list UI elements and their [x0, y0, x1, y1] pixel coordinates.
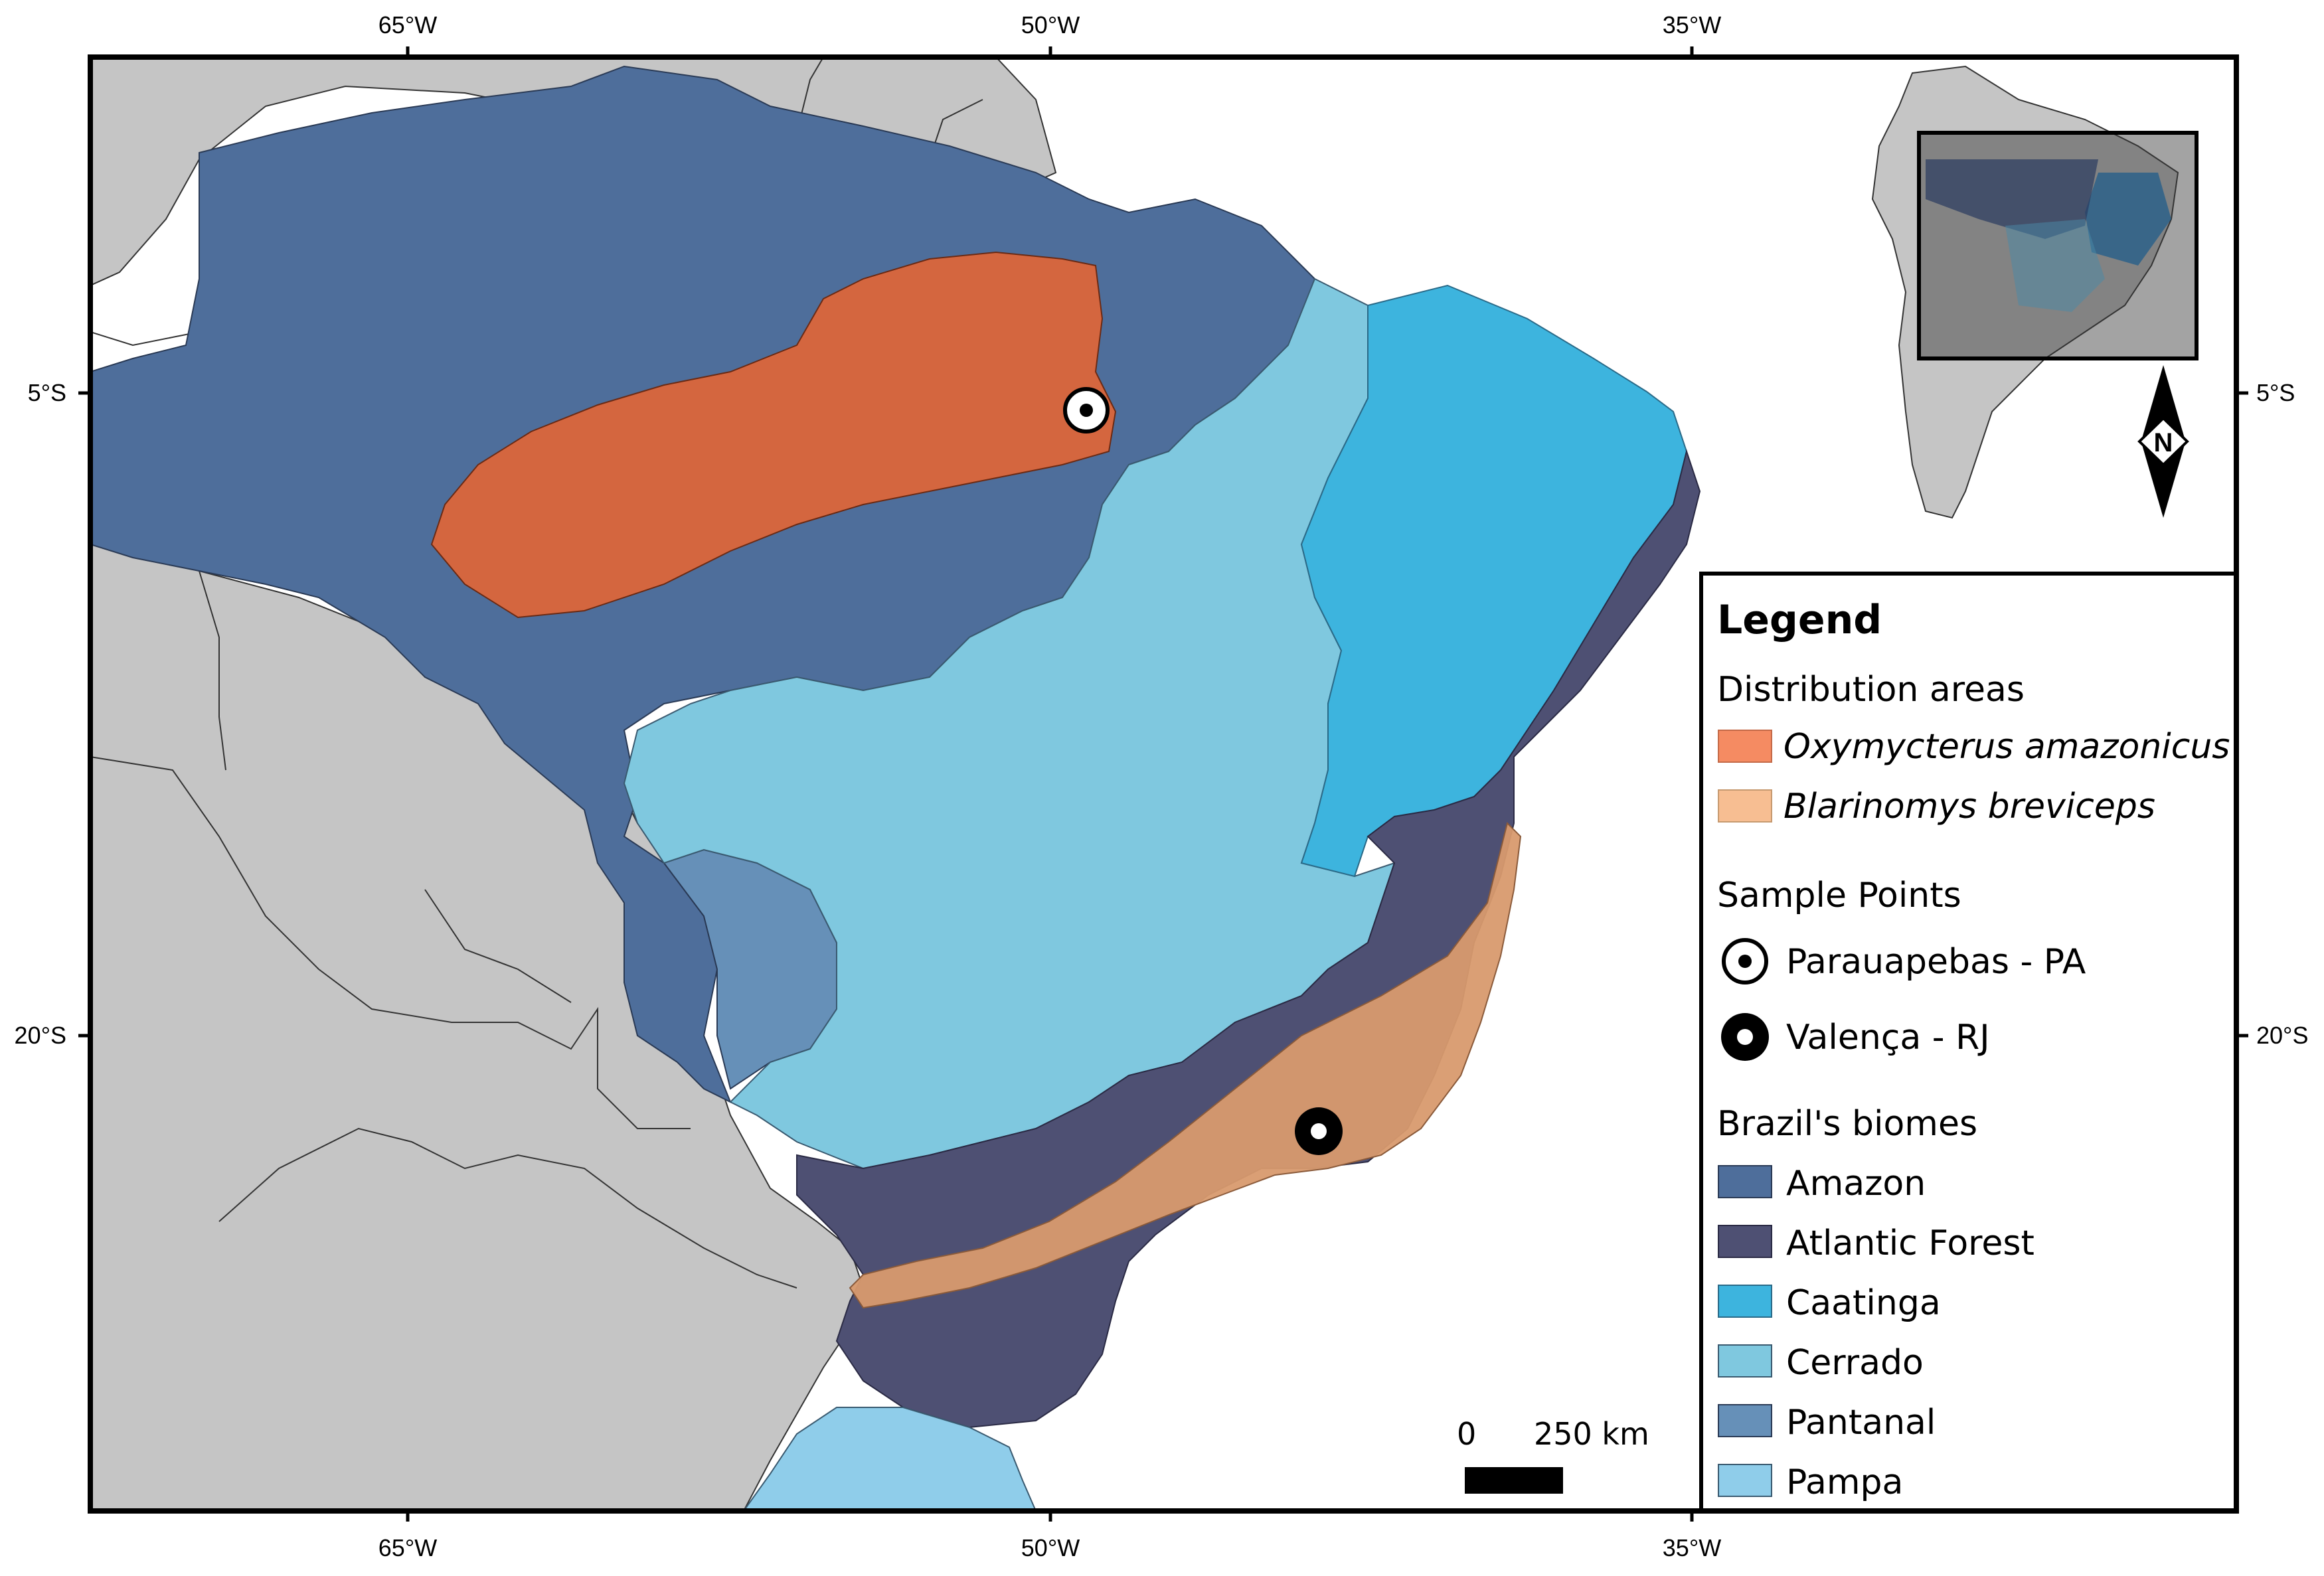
north-label: N [2154, 428, 2173, 457]
legend-item-valenca: Valença - RJ [1786, 1018, 1990, 1058]
scale-start-label: 0 [1457, 1416, 1476, 1452]
lon-label-top-50w: 50°W [1021, 11, 1080, 39]
graticule-ticks [78, 46, 2248, 1522]
lon-label-bottom-65w: 65°W [378, 1534, 437, 1561]
lat-label-left-5s: 5°S [28, 379, 66, 406]
legend-swatch-blarinomys [1718, 789, 1772, 823]
legend-item-oxymycterus: Oxymycterus amazonicus [1784, 727, 2230, 767]
legend-sample-heading: Sample Points [1717, 876, 1961, 915]
north-arrow-icon: N [2137, 365, 2189, 518]
lat-label-left-20s: 20°S [15, 1022, 66, 1049]
legend-swatch-cerrado [1718, 1344, 1772, 1378]
sample-point-valenca [1295, 1107, 1343, 1155]
legend-item-pantanal: Pantanal [1786, 1403, 1936, 1443]
legend-item-amazon: Amazon [1786, 1164, 1926, 1204]
legend-title: Legend [1717, 597, 1882, 643]
legend-biomes-heading: Brazil's biomes [1717, 1104, 1977, 1144]
legend-item-blarinomys: Blarinomys breviceps [1784, 787, 2155, 827]
legend-item-caatinga: Caatinga [1786, 1283, 1941, 1323]
legend-item-pampa: Pampa [1786, 1462, 1903, 1502]
sample-point-parauapebas [1063, 387, 1110, 433]
lon-label-bottom-35w: 35°W [1663, 1534, 1721, 1561]
legend-swatch-caatinga [1718, 1285, 1772, 1318]
legend-swatch-amazon [1718, 1165, 1772, 1198]
legend-swatch-oxymycterus [1718, 730, 1772, 763]
lat-label-right-20s: 20°S [2256, 1022, 2308, 1049]
legend-swatch-pantanal [1718, 1404, 1772, 1437]
legend-swatch-atlantic-forest [1718, 1225, 1772, 1258]
legend-item-parauapebas: Parauapebas - PA [1786, 942, 2086, 982]
lon-label-top-65w: 65°W [378, 11, 437, 39]
distribution-oxymycterus-amazonicus [430, 251, 1117, 619]
legend-distribution-heading: Distribution areas [1717, 670, 2025, 710]
lon-label-bottom-50w: 50°W [1021, 1534, 1080, 1561]
lat-label-right-5s: 5°S [2256, 379, 2295, 406]
map-frame [88, 54, 2239, 1514]
legend-item-cerrado: Cerrado [1786, 1343, 1924, 1383]
legend: Legend Distribution areas Oxymycterus am… [1699, 572, 2238, 1513]
scale-end-label: 250 km [1534, 1416, 1649, 1452]
scale-bar: 0 250 km [1457, 1416, 1649, 1494]
distribution-blarinomys-breviceps [849, 822, 1522, 1309]
inset-map: N [1859, 57, 2236, 575]
lon-label-top-35w: 35°W [1663, 11, 1721, 39]
legend-symbol-valenca [1721, 1013, 1769, 1061]
biome-pampa [742, 1407, 1037, 1511]
legend-symbol-parauapebas [1722, 938, 1768, 985]
legend-item-atlantic-forest: Atlantic Forest [1786, 1223, 2034, 1263]
legend-swatch-pampa [1718, 1464, 1772, 1497]
